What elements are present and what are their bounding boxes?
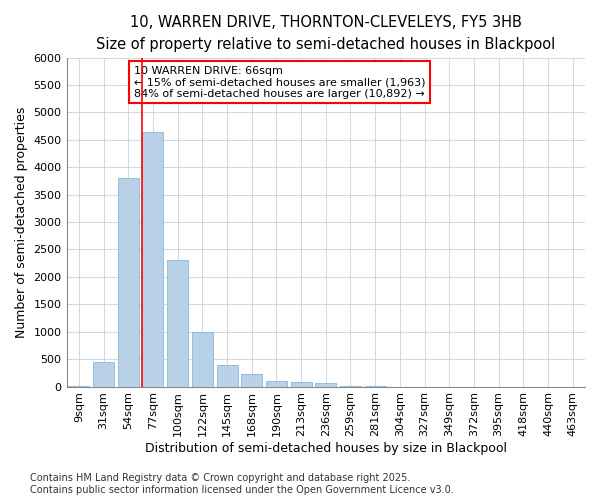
X-axis label: Distribution of semi-detached houses by size in Blackpool: Distribution of semi-detached houses by … xyxy=(145,442,507,455)
Bar xyxy=(192,332,213,386)
Bar xyxy=(266,381,287,386)
Y-axis label: Number of semi-detached properties: Number of semi-detached properties xyxy=(15,106,28,338)
Bar xyxy=(241,374,262,386)
Bar xyxy=(93,362,114,386)
Text: Contains HM Land Registry data © Crown copyright and database right 2025.
Contai: Contains HM Land Registry data © Crown c… xyxy=(30,474,454,495)
Title: 10, WARREN DRIVE, THORNTON-CLEVELEYS, FY5 3HB
Size of property relative to semi-: 10, WARREN DRIVE, THORNTON-CLEVELEYS, FY… xyxy=(96,15,556,52)
Bar xyxy=(217,364,238,386)
Bar xyxy=(290,382,311,386)
Bar xyxy=(142,132,163,386)
Text: 10 WARREN DRIVE: 66sqm
← 15% of semi-detached houses are smaller (1,963)
84% of : 10 WARREN DRIVE: 66sqm ← 15% of semi-det… xyxy=(134,66,425,99)
Bar xyxy=(315,384,336,386)
Bar xyxy=(118,178,139,386)
Bar xyxy=(167,260,188,386)
